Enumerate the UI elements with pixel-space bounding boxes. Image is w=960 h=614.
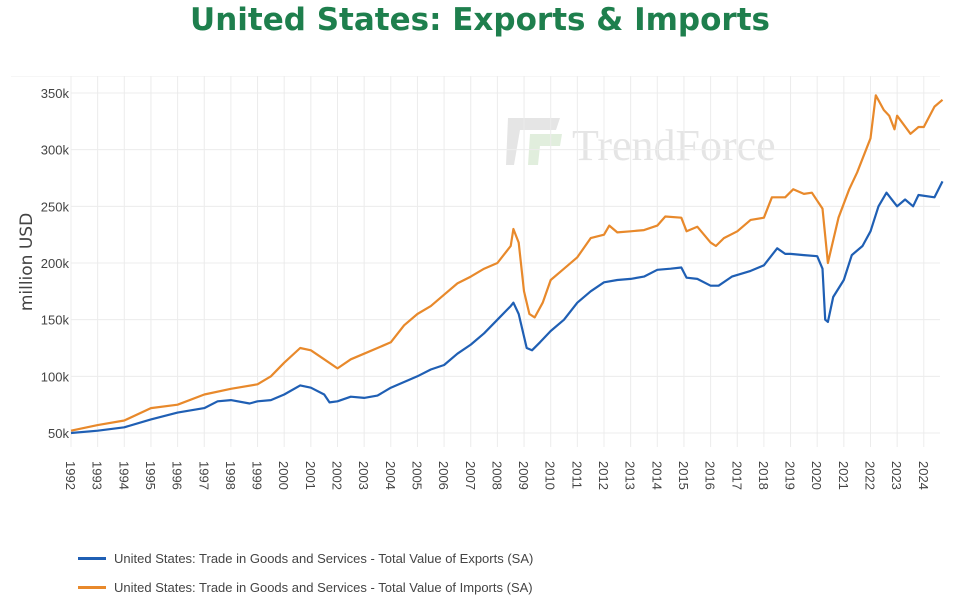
x-tick-label: 2001 xyxy=(303,461,318,490)
watermark-logo-icon xyxy=(506,118,560,165)
x-tick-label: 2020 xyxy=(809,461,824,490)
x-tick-label: 2015 xyxy=(676,461,691,490)
y-tick-label: 250k xyxy=(41,199,70,214)
legend-item-exports[interactable]: United States: Trade in Goods and Servic… xyxy=(78,551,533,566)
x-tick-label: 1992 xyxy=(63,461,78,490)
x-tick-label: 2009 xyxy=(516,461,531,490)
watermark-text: TrendForce xyxy=(572,121,776,170)
y-tick-label: 150k xyxy=(41,313,70,328)
y-tick-label: 100k xyxy=(41,369,70,384)
x-tick-label: 2016 xyxy=(703,461,718,490)
x-tick-label: 2008 xyxy=(489,461,504,490)
x-tick-label: 2019 xyxy=(783,461,798,490)
chart-title: United States: Exports & Imports xyxy=(190,2,770,38)
x-tick-label: 2003 xyxy=(356,461,371,490)
imports-line xyxy=(70,94,944,432)
x-tick-label: 1996 xyxy=(170,461,185,490)
legend-label-exports: United States: Trade in Goods and Servic… xyxy=(114,551,534,566)
x-tick-label: 2012 xyxy=(596,461,611,490)
x-tick-label: 1994 xyxy=(116,461,131,490)
legend-swatch-exports xyxy=(78,557,106,560)
y-axis-label: million USD xyxy=(17,213,37,311)
x-tick-label: 2004 xyxy=(383,461,398,490)
x-tick-label: 1998 xyxy=(223,461,238,490)
x-tick-label: 2022 xyxy=(863,461,878,490)
legend-item-imports[interactable]: United States: Trade in Goods and Servic… xyxy=(78,580,533,595)
x-tick-label: 2006 xyxy=(436,461,451,490)
x-tick-label: 2021 xyxy=(836,461,851,490)
legend-label-imports: United States: Trade in Goods and Servic… xyxy=(114,580,533,595)
y-tick-label: 300k xyxy=(41,143,70,158)
x-tick-label: 2002 xyxy=(330,461,345,490)
x-tick-label: 2005 xyxy=(409,461,424,490)
x-tick-label: 2010 xyxy=(543,461,558,490)
y-tick-label: 50k xyxy=(48,426,69,441)
exports-line xyxy=(70,180,944,435)
x-tick-label: 2011 xyxy=(569,461,584,489)
x-tick-label: 2023 xyxy=(889,461,904,490)
x-tick-label: 1997 xyxy=(196,461,211,490)
x-tick-label: 2014 xyxy=(649,461,664,490)
y-tick-label: 200k xyxy=(41,256,70,271)
x-tick-label: 2013 xyxy=(623,461,638,490)
watermark-logo-icon xyxy=(528,134,562,165)
legend-swatch-imports xyxy=(78,586,106,589)
x-tick-label: 2018 xyxy=(756,461,771,490)
x-tick-label: 1999 xyxy=(250,461,265,490)
watermark: TrendForce xyxy=(506,118,776,170)
x-tick-label: 2024 xyxy=(916,461,931,490)
plot-top-border xyxy=(11,76,940,77)
x-tick-label: 2007 xyxy=(463,461,478,490)
x-tick-label: 1995 xyxy=(143,461,158,490)
y-tick-label: 350k xyxy=(41,86,70,101)
x-tick-label: 2000 xyxy=(276,461,291,490)
x-tick-label: 2017 xyxy=(729,461,744,490)
x-tick-label: 1993 xyxy=(90,461,105,490)
